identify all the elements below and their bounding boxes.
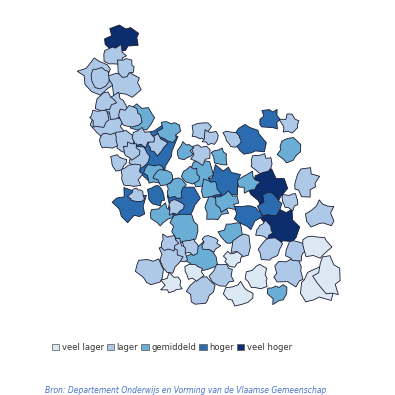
Legend: veel lager, lager, gemiddeld, hoger, veel hoger: veel lager, lager, gemiddeld, hoger, vee… [49,340,295,355]
Text: Bron: Departement Onderwijs en Vorming van de Vlaamse Gemeenschap: Bron: Departement Onderwijs en Vorming v… [45,386,326,395]
